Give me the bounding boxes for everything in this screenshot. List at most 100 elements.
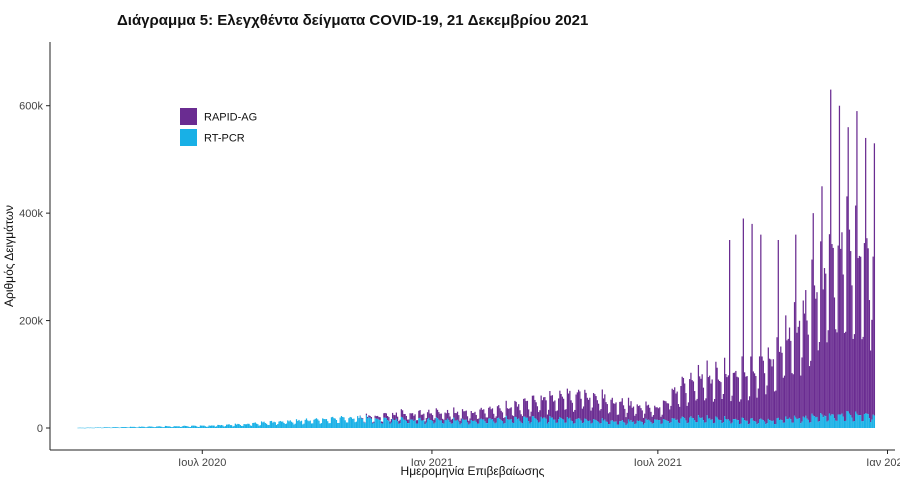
bar-rt-pcr xyxy=(805,415,807,428)
bar-rt-pcr xyxy=(370,418,373,428)
bar-rt-pcr xyxy=(700,418,702,428)
bar-rt-pcr xyxy=(775,424,777,428)
bar-rapid-ag xyxy=(443,419,445,424)
bar-rapid-ag xyxy=(642,417,645,425)
bar-rt-pcr xyxy=(534,418,536,428)
y-tick-label: 200k xyxy=(19,316,43,328)
bar-rt-pcr xyxy=(571,421,573,428)
bar-rt-pcr xyxy=(122,427,124,428)
bar-rapid-ag xyxy=(840,248,842,415)
bar-rt-pcr xyxy=(582,422,585,428)
bar-rt-pcr xyxy=(136,427,138,428)
bar-rt-pcr xyxy=(545,418,547,428)
series-rt-pcr-bars xyxy=(77,411,876,429)
bar-rt-pcr xyxy=(270,420,273,428)
bar-rt-pcr xyxy=(262,422,264,428)
bar-rapid-ag xyxy=(571,402,573,422)
bar-rapid-ag xyxy=(664,400,666,420)
bar-rt-pcr xyxy=(508,419,510,428)
bar-rt-pcr xyxy=(553,419,555,428)
bar-rapid-ag xyxy=(597,403,600,422)
bar-rapid-ag xyxy=(743,372,746,421)
bar-rt-pcr xyxy=(622,421,625,428)
bar-rt-pcr xyxy=(630,420,632,428)
bar-rt-pcr xyxy=(97,427,99,428)
bar-rt-pcr xyxy=(456,419,459,428)
bar-rt-pcr xyxy=(665,420,667,428)
bar-rt-pcr xyxy=(498,417,500,428)
bar-rapid-ag xyxy=(787,338,789,419)
bar-rt-pcr xyxy=(342,416,344,428)
bar-rt-pcr xyxy=(709,418,711,428)
bar-rt-pcr xyxy=(431,420,434,428)
bar-rapid-ag xyxy=(684,383,686,419)
bar-rt-pcr xyxy=(745,420,747,428)
bar-rt-pcr xyxy=(569,417,571,428)
bar-rt-pcr xyxy=(114,427,117,428)
bar-rt-pcr xyxy=(670,422,672,428)
bar-rt-pcr xyxy=(722,422,724,428)
bar-rt-pcr xyxy=(458,421,460,428)
bar-rt-pcr xyxy=(695,422,697,428)
bar-rt-pcr xyxy=(216,426,218,428)
bar-rapid-ag xyxy=(861,339,863,422)
bar-rapid-ag xyxy=(414,414,416,421)
bar-rt-pcr xyxy=(729,420,731,428)
bar-rapid-ag xyxy=(369,415,371,418)
bar-rt-pcr xyxy=(199,425,202,428)
bar-rt-pcr xyxy=(520,422,522,428)
bar-rt-pcr xyxy=(802,416,804,428)
bar-rapid-ag xyxy=(767,347,769,419)
bar-rapid-ag xyxy=(765,394,767,425)
bar-rt-pcr xyxy=(379,420,381,428)
bar-rt-pcr xyxy=(558,419,560,428)
bar-rt-pcr xyxy=(358,418,360,428)
bar-rt-pcr xyxy=(174,426,177,428)
bar-rt-pcr xyxy=(798,418,801,428)
bar-rt-pcr xyxy=(524,416,526,428)
bar-rt-pcr xyxy=(707,418,710,428)
bar-rapid-ag xyxy=(657,408,660,420)
bar-rt-pcr xyxy=(808,422,811,428)
bar-rapid-ag xyxy=(863,243,866,415)
bar-rt-pcr xyxy=(295,419,298,428)
bar-rt-pcr xyxy=(625,425,627,428)
bar-rt-pcr xyxy=(649,420,651,428)
bar-rt-pcr xyxy=(163,427,165,428)
bar-rt-pcr xyxy=(82,427,84,429)
bar-rapid-ag xyxy=(456,411,459,420)
bar-rapid-ag xyxy=(599,410,601,424)
bar-rt-pcr xyxy=(373,422,375,428)
bar-rt-pcr xyxy=(353,418,355,428)
bar-rapid-ag xyxy=(665,401,667,421)
bar-rt-pcr xyxy=(268,425,270,428)
bar-rt-pcr xyxy=(567,418,570,428)
bar-rt-pcr xyxy=(405,421,407,428)
bar-rapid-ag xyxy=(419,410,421,418)
bar-rt-pcr xyxy=(655,419,657,428)
bar-rt-pcr xyxy=(609,423,611,428)
bar-rt-pcr xyxy=(78,427,80,429)
bar-rt-pcr xyxy=(86,427,88,429)
bar-rt-pcr xyxy=(96,427,98,429)
bar-rt-pcr xyxy=(736,419,738,428)
bar-rt-pcr xyxy=(406,423,409,428)
bar-rapid-ag xyxy=(581,408,583,424)
bar-rt-pcr xyxy=(486,423,489,428)
bar-rapid-ag xyxy=(674,387,676,419)
bar-rt-pcr xyxy=(843,421,846,428)
bar-rt-pcr xyxy=(283,423,285,428)
bar-rapid-ag xyxy=(783,375,786,423)
bar-rt-pcr xyxy=(712,423,715,428)
bar-rt-pcr xyxy=(855,411,857,428)
bar-rapid-ag xyxy=(855,205,857,412)
bar-rapid-ag xyxy=(751,223,753,419)
bar-rapid-ag xyxy=(585,392,587,420)
bar-rt-pcr xyxy=(320,423,323,428)
bar-rt-pcr xyxy=(536,420,539,428)
bar-rapid-ag xyxy=(580,398,582,421)
bar-rapid-ag xyxy=(823,268,826,416)
bar-rt-pcr xyxy=(816,416,818,428)
bar-rt-pcr xyxy=(867,414,869,428)
bar-rt-pcr xyxy=(459,424,461,428)
